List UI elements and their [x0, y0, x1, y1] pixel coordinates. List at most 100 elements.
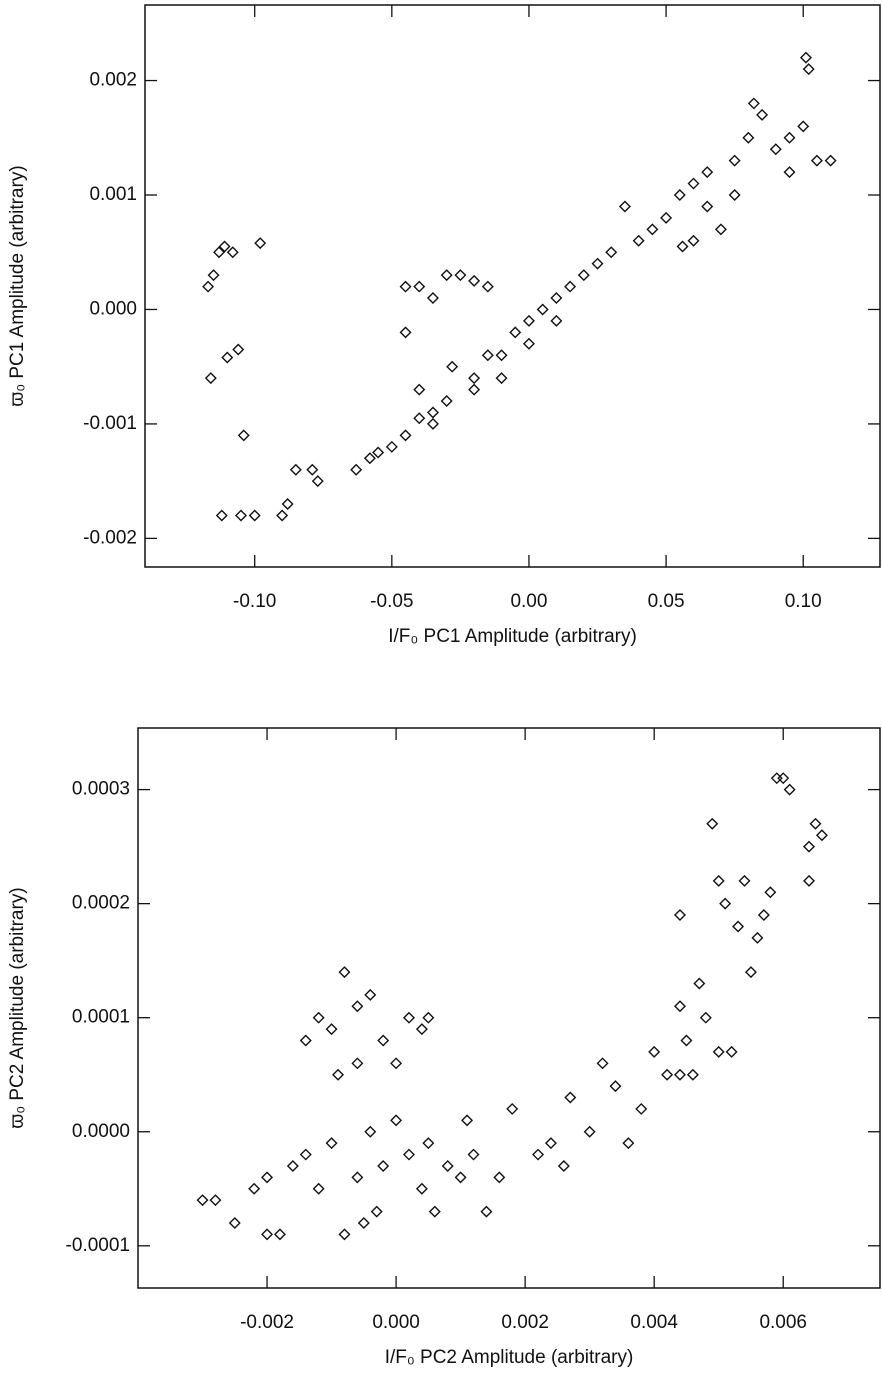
point [757, 909, 770, 922]
point [810, 154, 823, 167]
point [480, 1205, 493, 1218]
point [564, 280, 577, 293]
point [351, 1000, 364, 1013]
plot-frame [137, 727, 881, 1289]
point [213, 246, 226, 259]
point [522, 314, 535, 327]
point [461, 1114, 474, 1127]
point [468, 372, 481, 385]
point [312, 1011, 325, 1024]
point [209, 1194, 222, 1207]
point [714, 223, 727, 236]
point [815, 829, 828, 842]
point [577, 269, 590, 282]
point [532, 1148, 545, 1161]
point [370, 1205, 383, 1218]
y-tick-label: 0.001 [89, 184, 137, 205]
point [495, 349, 508, 362]
point [385, 440, 398, 453]
point [261, 1171, 274, 1184]
point [693, 977, 706, 990]
point [207, 269, 220, 282]
y-axis-label: ϖ₀ PC1 Amplitude (arbitrary) [7, 165, 28, 406]
point [377, 1034, 390, 1047]
x-tick-label: -0.05 [370, 591, 413, 612]
point [440, 395, 453, 408]
point [390, 1057, 403, 1070]
point [550, 292, 563, 305]
point [635, 1102, 648, 1115]
point [802, 63, 815, 76]
point [544, 1137, 557, 1150]
point [234, 509, 247, 522]
y-tick-label: 0.0002 [72, 893, 130, 914]
point [725, 1045, 738, 1058]
point [770, 772, 783, 785]
point [673, 1068, 686, 1081]
point [204, 372, 217, 385]
point [699, 1011, 712, 1024]
point [276, 509, 289, 522]
x-tick-label: 0.002 [501, 1312, 549, 1333]
point [399, 280, 412, 293]
x-tick-label: 0.10 [785, 591, 822, 612]
point [481, 349, 494, 362]
point [660, 211, 673, 224]
point [377, 1159, 390, 1172]
point [803, 840, 816, 853]
point [719, 897, 732, 910]
x-tick-label: -0.10 [233, 591, 276, 612]
x-tick-label: 0.00 [510, 591, 547, 612]
point [254, 237, 267, 250]
point [299, 1148, 312, 1161]
y-tick-label: 0.0000 [72, 1121, 130, 1142]
point [399, 326, 412, 339]
point [591, 257, 604, 270]
point [454, 269, 467, 282]
point [744, 966, 757, 979]
point [218, 240, 231, 253]
y-tick-label: -0.002 [83, 527, 137, 548]
point [509, 326, 522, 339]
x-tick-label: -0.002 [240, 1312, 294, 1333]
point [564, 1091, 577, 1104]
point [413, 280, 426, 293]
point [289, 463, 302, 476]
point [325, 1137, 338, 1150]
point [454, 1171, 467, 1184]
point [286, 1159, 299, 1172]
point [732, 920, 745, 933]
point [468, 383, 481, 396]
point [522, 337, 535, 350]
point [332, 1068, 345, 1081]
point [609, 1080, 622, 1093]
point [783, 783, 796, 796]
point [413, 383, 426, 396]
point [648, 1045, 661, 1058]
y-tick-label: 0.002 [89, 70, 137, 91]
point [687, 234, 700, 247]
point [783, 131, 796, 144]
point [824, 154, 837, 167]
y-axis-label: ϖ₀ PC2 Amplitude (arbitrary) [7, 887, 28, 1128]
point [426, 406, 439, 419]
point [468, 274, 481, 287]
point [228, 1217, 241, 1229]
point [226, 246, 239, 259]
point [680, 1034, 693, 1047]
point [673, 1000, 686, 1013]
point [413, 412, 426, 425]
point [415, 1023, 428, 1036]
point [306, 463, 319, 476]
point [441, 1159, 454, 1172]
point [363, 452, 376, 465]
x-tick-label: 0.006 [759, 1312, 807, 1333]
point [440, 269, 453, 282]
point [232, 343, 245, 356]
point [248, 509, 261, 522]
point [712, 874, 725, 887]
point [390, 1114, 403, 1127]
point [196, 1194, 209, 1207]
point [325, 1023, 338, 1036]
point [422, 1011, 435, 1024]
